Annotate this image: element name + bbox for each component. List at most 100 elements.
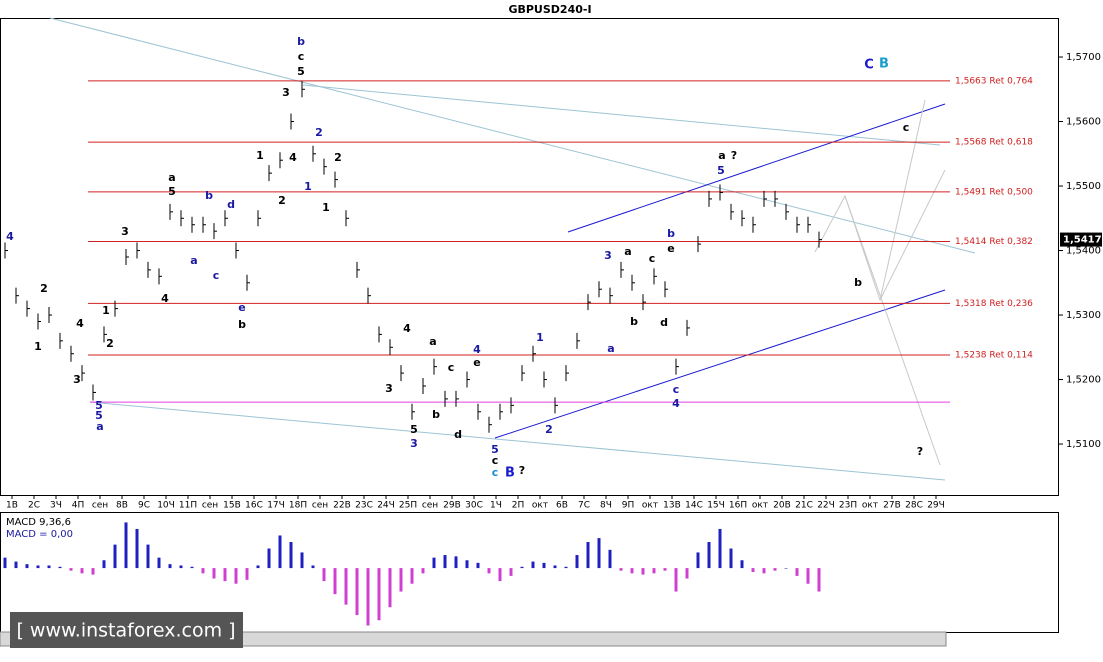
x-tick-label: 3Ч: [50, 501, 62, 511]
x-tick-label: 27В: [883, 501, 901, 511]
trend-line: [89, 401, 946, 481]
x-tick-label: 15В: [223, 501, 241, 511]
macd-bar: [3, 557, 7, 569]
x-tick-label: сен: [92, 501, 108, 511]
macd-bar: [14, 561, 18, 569]
wave-label: a: [624, 245, 631, 258]
y-tick-label: 1,5200: [1066, 375, 1101, 386]
macd-bar: [223, 568, 227, 582]
wave-label: a: [168, 171, 175, 184]
wave-label: d: [660, 316, 668, 329]
wave-label: 5: [168, 185, 176, 198]
wave-label: d: [454, 428, 462, 441]
wave-label: 4: [473, 343, 481, 356]
x-tick-label: 4П: [72, 501, 85, 511]
macd-bar: [322, 568, 326, 582]
wave-label: 1: [304, 180, 312, 193]
wave-label: 4: [6, 230, 14, 243]
wave-label: c: [903, 121, 910, 134]
macd-bar: [696, 552, 700, 569]
macd-bar: [454, 556, 458, 569]
macd-value: MACD = 0,00: [6, 529, 73, 540]
wave-label: c: [448, 361, 455, 374]
macd-bar: [388, 568, 392, 608]
macd-bar: [751, 568, 755, 572]
wave-label: c: [213, 269, 220, 282]
wave-label: 5: [717, 164, 725, 177]
wave-label: a: [190, 254, 197, 267]
wave-label: b: [238, 318, 246, 331]
wave-label: 1: [322, 201, 330, 214]
macd-bar: [333, 568, 337, 595]
macd-bar: [256, 565, 260, 569]
x-tick-label: 7С: [578, 501, 590, 511]
macd-bar: [289, 542, 293, 569]
wave-label: a: [718, 149, 725, 162]
macd-bar: [509, 568, 513, 576]
wave-label: 2: [278, 194, 286, 207]
macd-bar: [421, 568, 425, 574]
wave-label: b: [854, 276, 862, 289]
macd-bar: [300, 552, 304, 569]
wave-label: c: [492, 466, 499, 479]
last-price-box: [1060, 232, 1102, 247]
macd-bar: [608, 549, 612, 569]
watermark: [ www.instaforex.com ]: [16, 620, 235, 642]
macd-bar: [476, 562, 480, 569]
macd-bar: [674, 568, 678, 592]
macd-bar: [267, 548, 271, 569]
macd-bar: [487, 568, 491, 574]
x-tick-label: окт: [532, 501, 548, 511]
wave-label: a: [96, 420, 103, 433]
wave-label: b: [297, 35, 305, 48]
macd-bar: [399, 568, 403, 592]
x-tick-label: 29Ч: [927, 501, 945, 511]
wave-label: 3: [121, 225, 129, 238]
x-tick-label: 9П: [622, 501, 635, 511]
macd-bar: [740, 560, 744, 569]
macd-bar: [652, 568, 656, 574]
wave-label: 5: [297, 65, 305, 78]
wave-label: e: [667, 242, 674, 255]
wave-label: 2: [334, 151, 342, 164]
wave-label: 1: [256, 149, 264, 162]
macd-bar: [443, 555, 447, 569]
macd-bar: [575, 555, 579, 569]
x-tick-label: 10Ч: [157, 501, 175, 511]
y-tick-label: 1,5500: [1066, 181, 1101, 192]
x-tick-label: 8В: [116, 501, 128, 511]
wave-label: c: [492, 454, 499, 467]
wave-label: 3: [282, 86, 290, 99]
y-tick-label: 1,5600: [1066, 117, 1101, 128]
y-tick-label: 1,5300: [1066, 310, 1101, 321]
x-tick-label: 23П: [839, 501, 857, 511]
macd-bar: [80, 568, 84, 574]
trend-lines: [49, 17, 976, 481]
x-tick-label: окт: [642, 501, 658, 511]
x-tick-label: 1В: [6, 501, 18, 511]
macd-bar: [25, 564, 29, 569]
macd-bar: [245, 568, 249, 580]
macd-bar: [432, 557, 436, 569]
wave-label: 2: [545, 423, 553, 436]
wave-label: e: [238, 301, 245, 314]
wave-label: ?: [519, 464, 525, 477]
x-tick-label: 6В: [556, 501, 568, 511]
macd-bar: [135, 528, 139, 569]
y-tick-label: 1,5700: [1066, 52, 1101, 63]
fib-label: 1,5491 Ret 0,500: [955, 187, 1033, 197]
macd-bar: [124, 522, 128, 569]
x-tick-label: 20В: [773, 501, 791, 511]
wave-label: c: [649, 252, 656, 265]
macd-bar: [355, 568, 359, 616]
macd-bar: [586, 542, 590, 569]
macd-bar: [795, 568, 799, 576]
macd-bar: [377, 568, 381, 621]
wave-label: b: [205, 189, 213, 202]
wave-label: 2: [106, 337, 114, 350]
macd-bar: [146, 544, 150, 569]
macd-bar: [47, 565, 51, 569]
wave-label: a: [429, 335, 436, 348]
